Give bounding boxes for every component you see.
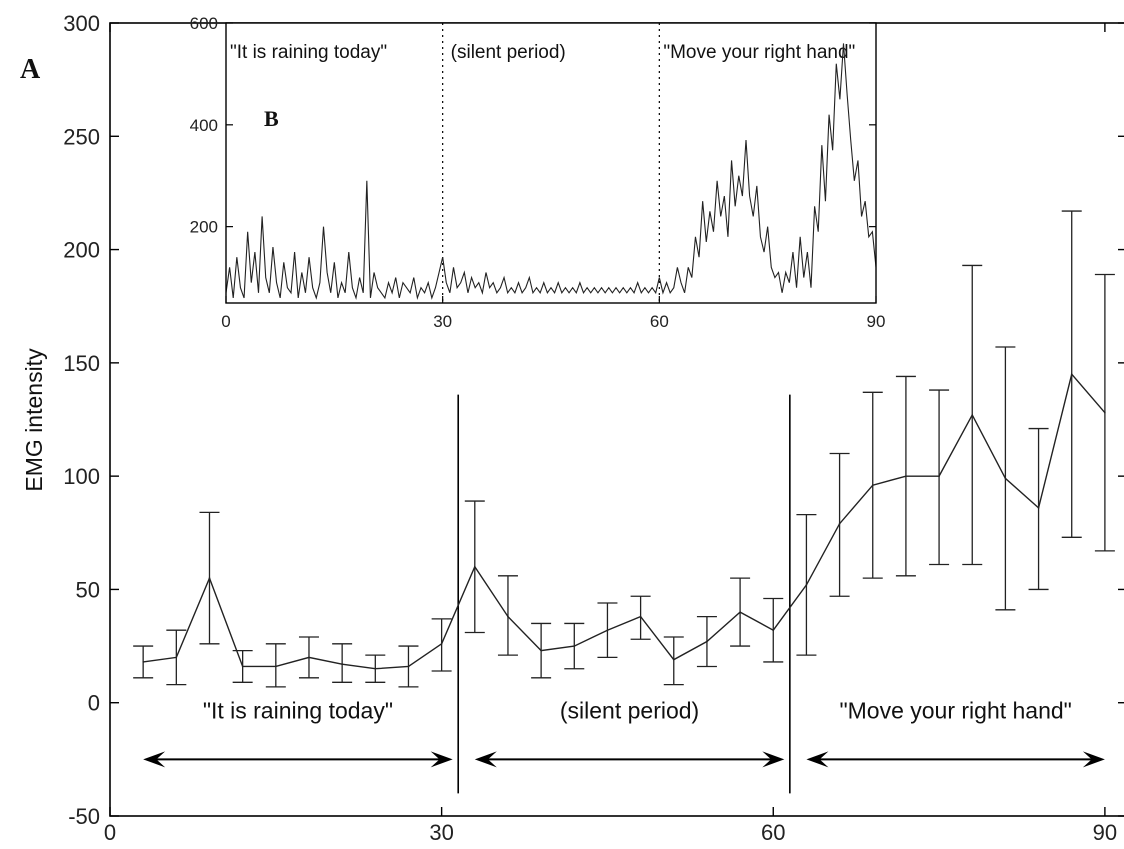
data-point [1004, 477, 1007, 480]
segment-label: (silent period) [560, 698, 699, 724]
x-tick-label: 60 [761, 820, 785, 845]
y-tick-label: 300 [63, 11, 100, 36]
data-point [706, 640, 708, 643]
data-point [275, 665, 277, 668]
y-tick-label: 250 [63, 124, 100, 149]
arrowhead-right [430, 751, 453, 768]
data-point [1104, 411, 1106, 414]
arrowhead-right [1082, 751, 1105, 768]
arrowhead-left [806, 751, 829, 768]
arrowhead-left [143, 751, 166, 768]
data-point [308, 656, 310, 659]
data-point [241, 665, 244, 668]
data-point [805, 584, 808, 586]
data-point [573, 645, 576, 647]
inset-x-tick-label: 90 [867, 312, 886, 331]
inset-segment-label: "It is raining today" [230, 42, 387, 63]
inset-chart: "It is raining today" (silent period) "Mov… [190, 14, 886, 331]
inset-x-tick-label: 0 [221, 312, 230, 331]
data-point [341, 663, 343, 665]
inset-chart-marks: "It is raining today" (silent period) "Mov… [225, 23, 877, 303]
data-point [175, 656, 178, 659]
data-point [739, 611, 741, 613]
data-point [374, 667, 377, 670]
inset-segment-label: "Move your right hand" [663, 42, 855, 63]
data-point [407, 665, 410, 668]
data-point [938, 475, 940, 477]
data-point [473, 565, 476, 568]
arrowhead-right [762, 751, 785, 768]
data-point [606, 629, 609, 632]
y-tick-label: 50 [76, 577, 100, 602]
y-tick-label: 100 [63, 464, 100, 489]
x-tick-label: 0 [104, 820, 116, 845]
inset-background [226, 23, 876, 303]
x-tick-label: 90 [1093, 820, 1117, 845]
y-tick-label: 150 [63, 351, 100, 376]
data-point [838, 522, 841, 525]
segment-label: "Move your right hand" [839, 698, 1071, 724]
data-point [1070, 373, 1073, 375]
y-tick-label: 200 [63, 238, 100, 263]
panel-label-b: B [264, 106, 279, 131]
data-point [208, 577, 211, 579]
panel-label-a: A [20, 54, 41, 85]
data-point [905, 475, 907, 477]
arrowhead-left [474, 751, 497, 768]
data-point [142, 661, 144, 663]
y-tick-label: -50 [68, 804, 100, 829]
inset-plot-frame [225, 22, 877, 304]
data-point [672, 658, 675, 661]
inset-segment-label: (silent period) [451, 42, 566, 63]
inset-chart-axes: 200 400 600 0 30 60 90 [190, 14, 886, 331]
data-point [871, 484, 874, 487]
x-tick-label: 30 [429, 820, 453, 845]
data-point [440, 643, 443, 645]
inset-y-tick-label: 400 [190, 116, 218, 135]
y-axis-label: EMG intensity [21, 348, 47, 492]
inset-x-tick-label: 60 [650, 312, 669, 331]
main-chart-marks: "It is raining today" (silent period) "Mov… [133, 210, 1115, 794]
segment-label: "It is raining today" [203, 698, 393, 724]
data-point [971, 414, 974, 416]
y-tick-label: 0 [88, 691, 100, 716]
data-point [507, 615, 509, 618]
inset-emg-trace [225, 43, 877, 301]
mean-line [143, 372, 1106, 670]
inset-x-tick-label: 30 [433, 312, 452, 331]
data-point [540, 649, 542, 652]
data-point [1037, 507, 1040, 509]
data-point [772, 629, 775, 632]
data-point [639, 615, 642, 618]
inset-y-tick-label: 600 [190, 14, 218, 33]
inset-y-tick-label: 200 [190, 218, 218, 237]
